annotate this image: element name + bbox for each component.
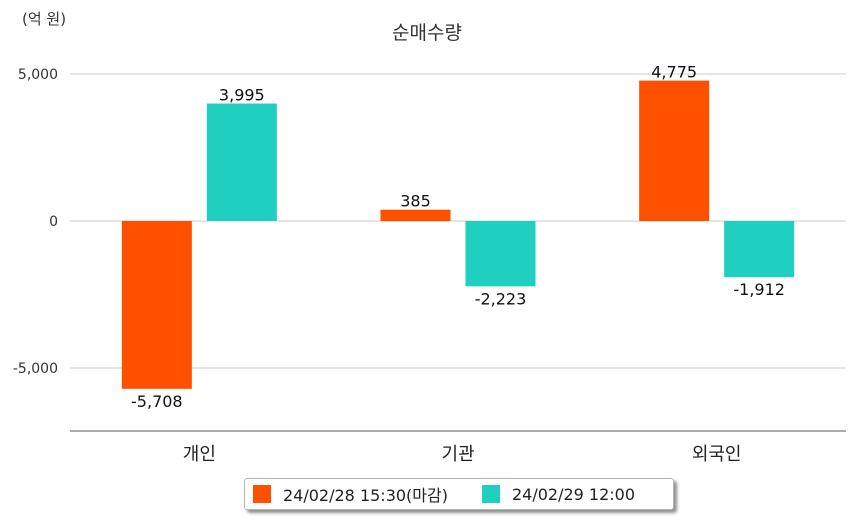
- bar-series-2: [465, 221, 536, 287]
- data-label: 385: [400, 192, 431, 211]
- y-unit-label: (억 원): [22, 10, 67, 28]
- legend-swatch-series-2: [481, 485, 500, 503]
- bars: [121, 80, 795, 389]
- data-label: -5,708: [131, 392, 183, 411]
- x-tick-label: 개인: [183, 444, 216, 465]
- gridlines: [70, 73, 846, 369]
- bar-series-1: [380, 209, 451, 221]
- legend-item-series-2[interactable]: 24/02/29 12:00: [481, 484, 636, 504]
- data-labels: -5,708 3,995 385 -2,223 4,775 -1,912: [131, 63, 785, 411]
- plot-area: 5,000 0 -5,000 -5,708 3,995 385 -2,223 4,775 -1…: [13, 63, 846, 465]
- bar-series-1: [121, 221, 192, 389]
- data-label: 3,995: [219, 86, 265, 105]
- bar-series-2: [206, 103, 277, 221]
- legend-item-series-1[interactable]: 24/02/28 15:30(마감): [253, 482, 448, 506]
- bar-series-1: [639, 80, 710, 222]
- data-label: -1,912: [733, 280, 785, 299]
- x-tick-label: 기관: [441, 444, 474, 465]
- data-label: 4,775: [651, 63, 697, 82]
- chart-title: 순매수량: [392, 22, 462, 44]
- legend-label-series-1: 24/02/28 15:30(마감): [283, 486, 448, 505]
- legend: 24/02/28 15:30(마감) 24/02/29 12:00: [244, 478, 674, 510]
- data-label: -2,223: [475, 289, 527, 308]
- legend-swatch-series-1: [253, 485, 271, 503]
- legend-label-series-2: 24/02/29 12:00: [511, 484, 636, 504]
- y-tick-label: 5,000: [18, 67, 58, 83]
- bar-series-2: [724, 221, 795, 278]
- x-axis: 개인 기관 외국인: [70, 430, 846, 465]
- y-tick-label: -5,000: [13, 361, 58, 377]
- y-tick-label: 0: [49, 214, 58, 230]
- x-tick-label: 외국인: [692, 444, 742, 465]
- y-axis-ticks: 5,000 0 -5,000: [13, 67, 58, 377]
